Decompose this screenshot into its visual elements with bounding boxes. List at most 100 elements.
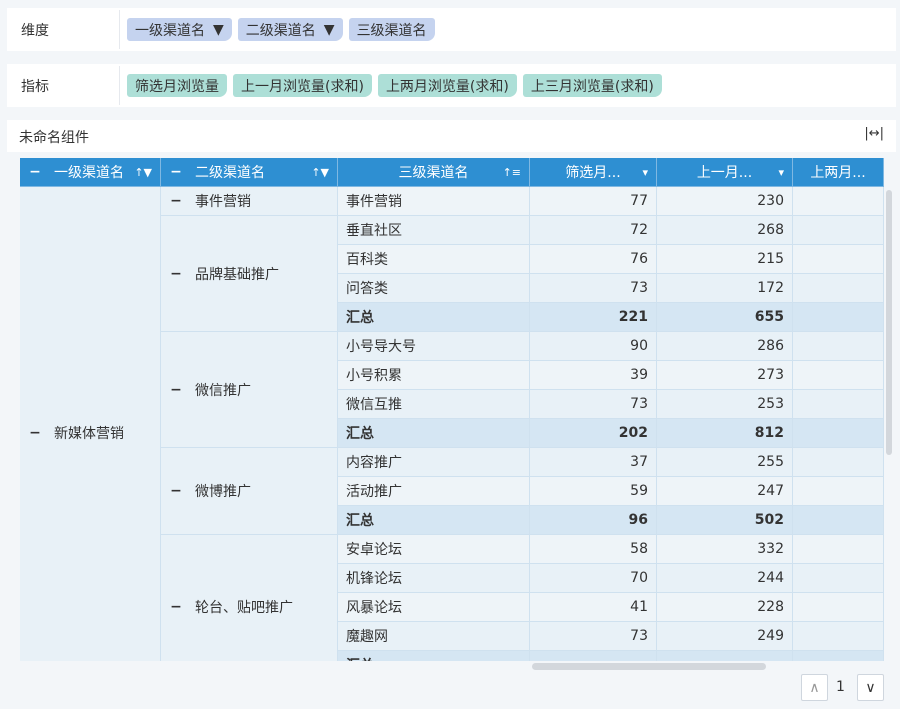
table-cell-text: 问答类 — [346, 281, 388, 297]
dimension-chip-level2[interactable]: 二级渠道名 ▼ — [237, 18, 343, 41]
page-up-button[interactable]: ∧ — [801, 674, 828, 701]
table-cell-text: 228 — [757, 599, 784, 615]
table-cell-text: 风暴论坛 — [346, 600, 402, 616]
level2-cell: − 品牌基础推广 — [161, 216, 338, 332]
table-cell-text: 事件营销 — [346, 194, 402, 210]
fit-width-icon[interactable]: |↔| — [864, 126, 884, 141]
table-cell: 事件营销 — [338, 187, 530, 216]
subtotal-cell: 汇总 — [338, 419, 530, 448]
sort-icon[interactable]: ↑≡ — [502, 165, 521, 179]
table-cell — [793, 216, 884, 245]
level2-cell: − 微信推广 — [161, 332, 338, 448]
subtotal-cell-text: 202 — [618, 425, 648, 441]
table-cell-text: 255 — [757, 454, 784, 470]
table-cell: 41 — [530, 593, 657, 622]
dimension-label: 维度 — [21, 22, 49, 39]
subtotal-cell: 221 — [530, 303, 657, 332]
table-cell-text: 内容推广 — [346, 455, 402, 471]
column-header[interactable]: 上两月... — [793, 158, 884, 187]
pivot-table: − 一级渠道名 ↑▼ − 二级渠道名 ↑▼ 三级渠道名 ↑≡ 筛选月... ▾ 上一月... ▾ 上两月… — [20, 158, 884, 661]
table-cell: 228 — [657, 593, 793, 622]
collapse-icon[interactable]: − — [170, 193, 182, 209]
collapse-icon[interactable]: − — [170, 483, 182, 499]
dropdown-icon[interactable]: ▾ — [642, 165, 648, 179]
subtotal-cell — [793, 651, 884, 661]
table-cell-text: 活动推广 — [346, 484, 402, 500]
level2-cell-text: 微信推广 — [195, 382, 251, 399]
table-cell: 286 — [657, 332, 793, 361]
table-cell: 230 — [657, 187, 793, 216]
table-cell-text: 253 — [757, 396, 784, 412]
table-cell: 73 — [530, 622, 657, 651]
subtotal-cell: 汇总 — [338, 651, 530, 661]
table-cell-text: 59 — [630, 483, 648, 499]
subtotal-cell-text: 96 — [628, 512, 648, 528]
subtotal-cell-text: 221 — [618, 309, 648, 325]
dropdown-icon[interactable]: ▾ — [778, 165, 784, 179]
table-cell: 风暴论坛 — [338, 593, 530, 622]
table-cell: 249 — [657, 622, 793, 651]
collapse-icon[interactable]: − — [170, 599, 182, 615]
table-cell: 39 — [530, 361, 657, 390]
subtotal-cell: 96 — [530, 506, 657, 535]
table-cell: 59 — [530, 477, 657, 506]
table-cell-text: 73 — [630, 280, 648, 296]
dimension-chip-level1[interactable]: 一级渠道名 ▼ — [127, 18, 232, 41]
column-header-text: 筛选月... — [565, 165, 621, 181]
collapse-icon[interactable]: − — [29, 164, 41, 180]
table-cell: 273 — [657, 361, 793, 390]
table-cell — [793, 187, 884, 216]
table-cell: 77 — [530, 187, 657, 216]
table-cell-text: 安卓论坛 — [346, 542, 402, 558]
table-cell-text: 172 — [757, 280, 784, 296]
table-cell-text: 73 — [630, 396, 648, 412]
column-header[interactable]: 三级渠道名 ↑≡ — [338, 158, 530, 187]
level1-cell-text: 新媒体营销 — [54, 426, 124, 442]
table-cell: 机锋论坛 — [338, 564, 530, 593]
filter-icon: ▼ — [323, 21, 335, 38]
subtotal-cell: 汇总 — [338, 303, 530, 332]
table-cell-text: 39 — [630, 367, 648, 383]
table-cell: 37 — [530, 448, 657, 477]
horizontal-scrollbar[interactable] — [532, 663, 766, 670]
table-cell: 内容推广 — [338, 448, 530, 477]
level2-cell-text: 微博推广 — [195, 484, 251, 500]
table-cell: 73 — [530, 390, 657, 419]
metric-chip[interactable]: 上两月浏览量(求和) — [377, 74, 517, 97]
column-header-text: 三级渠道名 — [398, 165, 469, 181]
table-cell — [793, 564, 884, 593]
table-cell: 253 — [657, 390, 793, 419]
vertical-scrollbar[interactable] — [886, 190, 892, 455]
table-cell-text: 37 — [630, 454, 648, 470]
collapse-icon[interactable]: − — [170, 381, 182, 398]
table-cell: 垂直社区 — [338, 216, 530, 245]
metric-chip[interactable]: 上三月浏览量(求和) — [522, 74, 662, 97]
dimension-chip-level3[interactable]: 三级渠道名 — [348, 18, 435, 41]
sort-icon[interactable]: ↑▼ — [311, 165, 329, 179]
page-down-button[interactable]: ∨ — [857, 674, 884, 701]
column-header[interactable]: 上一月... ▾ — [657, 158, 793, 187]
subtotal-cell-text: 502 — [754, 512, 784, 528]
column-header[interactable]: − 一级渠道名 ↑▼ — [20, 158, 161, 187]
table-cell: 268 — [657, 216, 793, 245]
table-cell — [793, 390, 884, 419]
table-cell: 微信互推 — [338, 390, 530, 419]
metric-chip[interactable]: 上一月浏览量(求和) — [233, 74, 372, 97]
table-cell-text: 90 — [630, 338, 648, 354]
sort-icon[interactable]: ↑▼ — [134, 165, 152, 179]
collapse-icon[interactable]: − — [170, 164, 182, 180]
collapse-icon[interactable]: − — [170, 265, 182, 282]
table-cell: 90 — [530, 332, 657, 361]
column-header[interactable]: 筛选月... ▾ — [530, 158, 657, 187]
table-cell: 255 — [657, 448, 793, 477]
column-header[interactable]: − 二级渠道名 ↑▼ — [161, 158, 338, 187]
collapse-icon[interactable]: − — [29, 425, 41, 441]
table-cell-text: 268 — [757, 222, 784, 238]
metric-chip[interactable]: 筛选月浏览量 — [127, 74, 227, 97]
table-cell-text: 73 — [630, 628, 648, 644]
table-cell — [793, 245, 884, 274]
component-title: 未命名组件 — [19, 130, 89, 146]
table-cell-text: 247 — [757, 483, 784, 499]
subtotal-cell — [793, 506, 884, 535]
column-header-text: 上两月... — [810, 165, 866, 181]
